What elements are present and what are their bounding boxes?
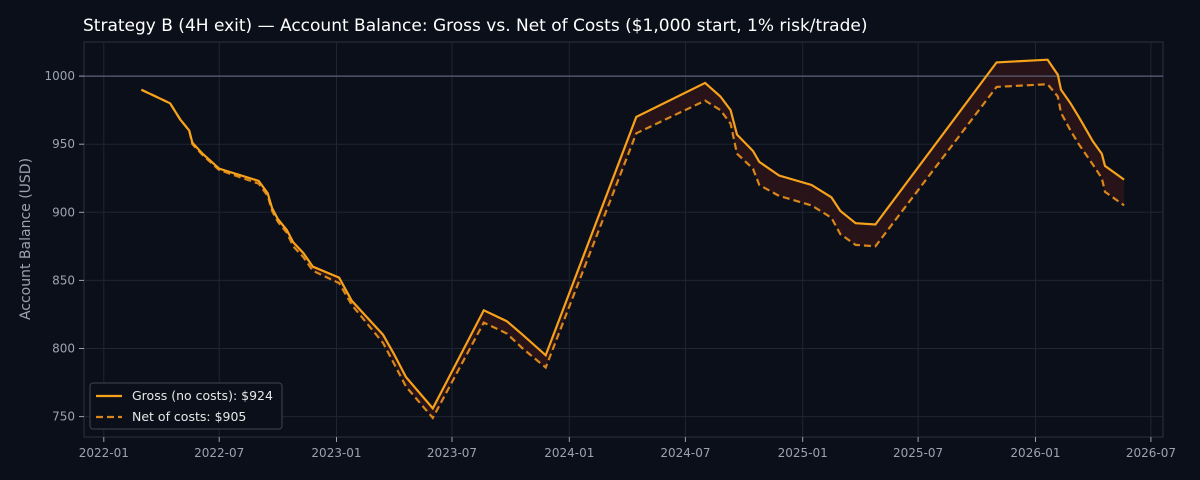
series-line-gross (140, 58, 1125, 411)
x-tick-label: 2026-07 (1126, 446, 1176, 460)
legend-box (89, 382, 283, 430)
cost-gap-fill (141, 59, 1125, 418)
x-tick-label: 2024-01 (544, 446, 594, 460)
x-tick-label: 2023-01 (311, 446, 361, 460)
x-axis-ticks: 2022-01 2022-07 2023-01 2023-07 2024-01 2024-… (79, 437, 1176, 460)
y-axis-ticks: 750 800 850 900 950 1000 (44, 69, 84, 424)
x-tick-label: 2022-07 (194, 446, 244, 460)
x-tick-label: 2022-01 (79, 446, 129, 460)
grid-lines (84, 42, 1163, 437)
y-tick-label: 900 (52, 205, 75, 219)
x-tick-label: 2023-07 (427, 446, 477, 460)
y-tick-label: 800 (52, 342, 75, 356)
y-tick-label: 950 (52, 137, 75, 151)
x-tick-label: 2026-01 (1010, 446, 1060, 460)
series-line-net (140, 83, 1125, 420)
x-tick-label: 2024-07 (660, 446, 710, 460)
y-tick-label: 1000 (44, 69, 75, 83)
legend-label-gross: Gross (no costs): $924 (132, 388, 273, 403)
y-tick-label: 850 (52, 273, 75, 287)
x-tick-label: 2025-01 (778, 446, 828, 460)
chart-title: Strategy B (4H exit) — Account Balance: … (83, 16, 867, 36)
y-axis-label: Account Balance (USD) (18, 158, 34, 320)
x-tick-label: 2025-07 (893, 446, 943, 460)
legend-label-net: Net of costs: $905 (132, 409, 246, 424)
legend: Gross (no costs): $924 Net of costs: $90… (89, 382, 283, 430)
plot-frame (83, 41, 1164, 438)
y-tick-label: 750 (52, 410, 75, 424)
